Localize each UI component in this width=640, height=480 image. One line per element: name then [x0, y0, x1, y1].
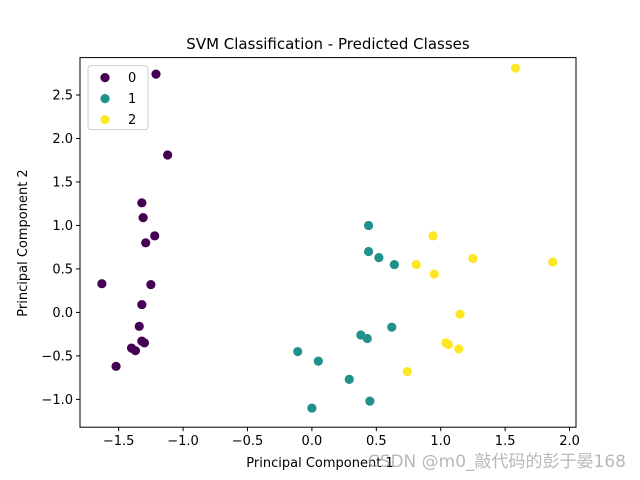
data-point-class-1	[344, 374, 354, 384]
y-tick-label: 1.5	[52, 175, 73, 190]
x-tick-label: 1.5	[495, 434, 516, 449]
data-point-class-0	[139, 338, 150, 348]
data-point-class-1	[363, 220, 374, 231]
watermark-text: CSDN @m0_敲代码的彭于晏168	[367, 452, 626, 472]
x-tick-label: 2.0	[559, 434, 580, 449]
data-point-class-0	[134, 321, 144, 331]
data-point-class-2	[548, 257, 558, 267]
legend-marker-class-2	[100, 115, 110, 125]
data-point-class-0	[130, 346, 140, 356]
legend-label-class-0: 0	[128, 71, 136, 86]
data-point-class-2	[443, 339, 454, 350]
data-point-class-1	[362, 333, 372, 344]
legend-label-class-2: 2	[128, 113, 136, 128]
data-point-class-0	[150, 231, 160, 241]
data-point-class-1	[313, 356, 323, 366]
data-point-class-0	[141, 238, 151, 248]
plot-area	[79, 57, 577, 428]
data-point-class-2	[402, 366, 412, 377]
x-tick-label: 1.0	[430, 434, 451, 449]
chart-title: SVM Classification - Predicted Classes	[186, 35, 470, 53]
data-point-class-1	[389, 259, 399, 270]
data-point-class-0	[163, 150, 173, 160]
y-tick-label: 1.0	[52, 219, 73, 234]
data-point-class-0	[137, 198, 147, 208]
data-point-class-2	[455, 309, 465, 319]
plot-frame	[79, 57, 577, 428]
y-axis-label: Principal Component 2	[16, 169, 31, 316]
y-tick-label: −0.5	[41, 349, 73, 364]
x-tick-label: −0.5	[232, 434, 264, 449]
data-point-class-1	[307, 403, 317, 413]
data-point-class-1	[293, 346, 303, 357]
legend-marker-class-0	[100, 73, 110, 83]
y-axis: −1.0 −0.5 0.0 0.5 1.0 1.5 2.0 2.5	[41, 88, 80, 408]
data-point-class-1	[387, 322, 397, 332]
data-point-class-0	[146, 279, 156, 290]
y-tick-label: −1.0	[41, 393, 73, 408]
data-point-class-0	[151, 69, 161, 79]
data-point-class-0	[138, 213, 148, 223]
data-point-class-1	[374, 253, 384, 263]
x-axis: −1.5 −1.0 −0.5 0.0 0.5 1.0 1.5 2.0	[103, 427, 580, 449]
legend: 0 1 2	[87, 65, 149, 131]
data-point-class-0	[137, 299, 147, 310]
x-tick-label: 0.5	[366, 434, 387, 449]
y-tick-label: 0.5	[52, 262, 73, 277]
data-point-class-2	[428, 231, 438, 241]
x-axis-label: Principal Component 1	[246, 456, 393, 471]
data-point-class-2	[429, 269, 439, 279]
x-tick-label: 0.0	[302, 434, 323, 449]
data-point-class-0	[97, 279, 107, 289]
x-tick-label: −1.5	[103, 434, 135, 449]
y-tick-label: 2.5	[52, 88, 73, 103]
data-point-class-1	[363, 246, 374, 257]
data-point-class-2	[510, 63, 521, 73]
data-point-class-1	[365, 396, 375, 406]
data-point-class-2	[468, 253, 478, 264]
data-point-class-0	[111, 361, 121, 371]
data-point-class-2	[411, 259, 421, 270]
legend-label-class-1: 1	[128, 92, 136, 107]
y-tick-label: 0.0	[52, 306, 73, 321]
legend-marker-class-1	[100, 94, 110, 104]
x-tick-label: −1.0	[167, 434, 199, 449]
y-tick-label: 2.0	[52, 132, 73, 147]
data-point-class-2	[454, 344, 464, 354]
legend-box	[87, 65, 149, 131]
